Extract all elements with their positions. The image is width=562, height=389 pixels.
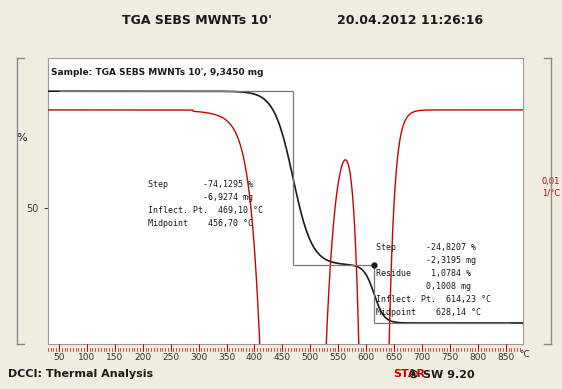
Text: %: % — [16, 133, 27, 144]
Text: TGA SEBS MWNTs 10': TGA SEBS MWNTs 10' — [122, 14, 271, 26]
Text: °C: °C — [519, 350, 529, 359]
Text: Sample: TGA SEBS MWNTs 10', 9,3450 mg: Sample: TGA SEBS MWNTs 10', 9,3450 mg — [51, 68, 263, 77]
Text: ® SW 9.20: ® SW 9.20 — [408, 369, 475, 379]
Text: STAR: STAR — [393, 369, 425, 379]
Text: 0,01
1/°C: 0,01 1/°C — [542, 177, 560, 197]
Text: 20.04.2012 11:26:16: 20.04.2012 11:26:16 — [337, 14, 483, 26]
Text: Step       -74,1295 %
           -6,9274 mg
Inflect. Pt.  469,10 °C
Midpoint    : Step -74,1295 % -6,9274 mg Inflect. Pt. … — [148, 180, 264, 228]
Text: DCCI: Thermal Analysis: DCCI: Thermal Analysis — [8, 369, 153, 379]
Text: Step      -24,8207 %
          -2,3195 mg
Residue    1,0784 %
          0,1008 m: Step -24,8207 % -2,3195 mg Residue 1,078… — [377, 244, 491, 317]
